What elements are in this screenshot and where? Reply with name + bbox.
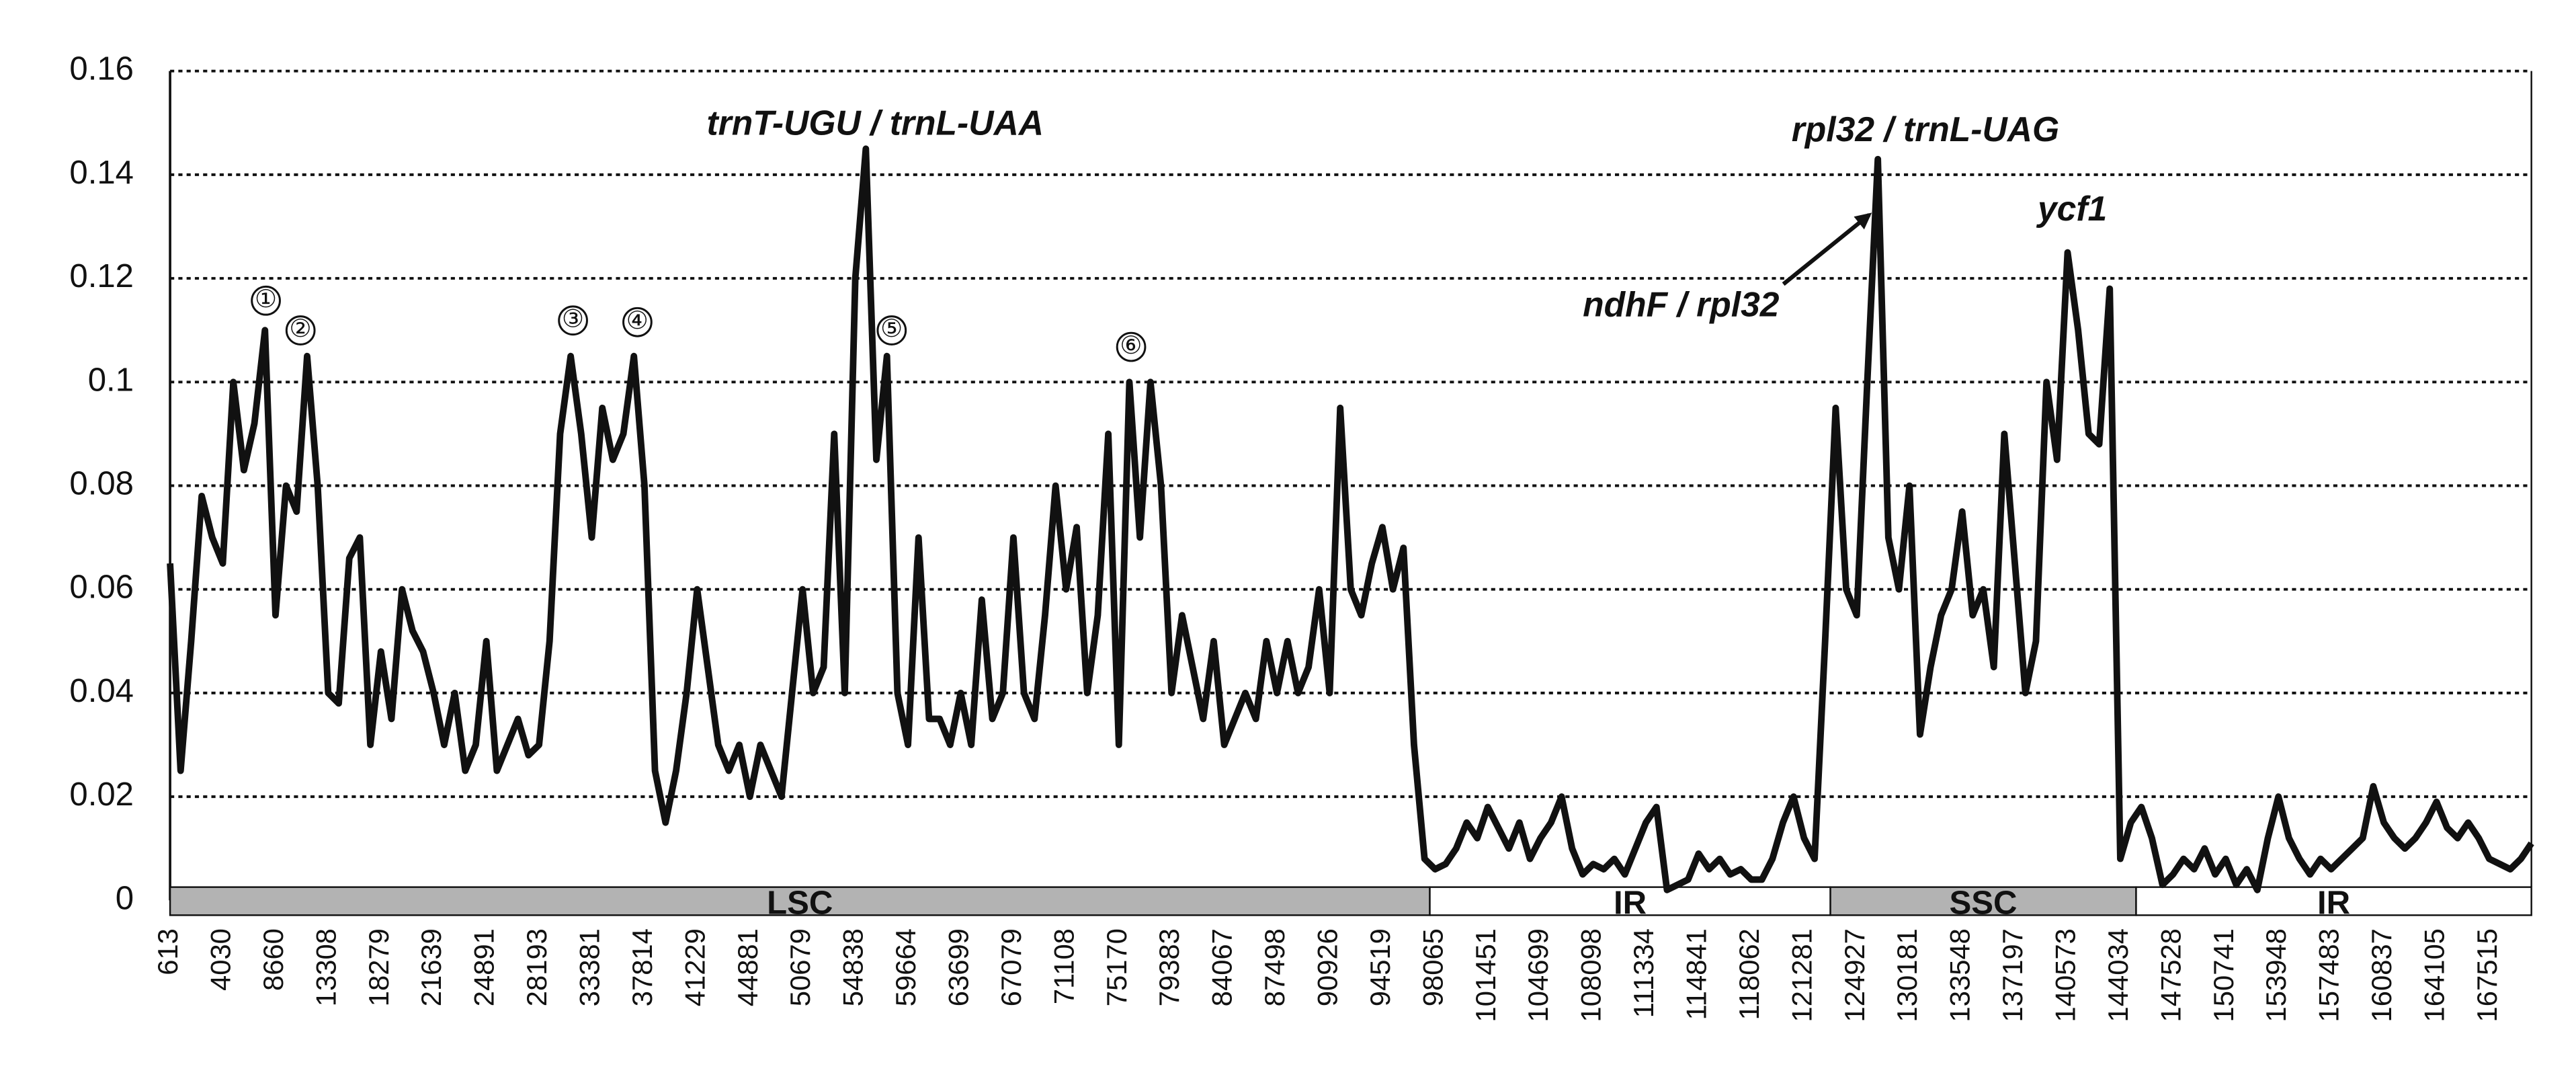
x-tick-label: 118062: [1733, 928, 1765, 1020]
annotation: ndhF / rpl32: [1583, 285, 1780, 324]
y-tick-label: 0.06: [69, 569, 134, 606]
x-tick-label: 157483: [2313, 928, 2345, 1022]
annotation: rpl32 / trnL-UAG: [1792, 110, 2059, 149]
x-tick-label: 133548: [1944, 928, 1976, 1022]
y-tick-label: 0.14: [69, 155, 134, 191]
x-tick-label: 144034: [2102, 928, 2134, 1022]
y-tick-label: 0.04: [69, 673, 134, 709]
x-tick-label: 90926: [1312, 928, 1343, 1006]
x-tick-label: 167515: [2471, 928, 2503, 1022]
annotation: ycf1: [2036, 189, 2107, 228]
annotation-circle: [251, 285, 281, 316]
x-tick-label: 8660: [257, 928, 289, 991]
x-tick-label: 150741: [2208, 928, 2239, 1022]
annotation: trnT-UGU / trnL-UAA: [706, 103, 1043, 142]
x-tick-label: 94519: [1364, 928, 1396, 1006]
x-tick-label: 147528: [2155, 928, 2186, 1022]
annotation-circle: [1116, 331, 1147, 362]
annotation: ②: [290, 315, 312, 342]
annotation-circle: [876, 315, 907, 346]
y-tick-label: 0.02: [69, 776, 134, 813]
x-tick-label: 67079: [995, 928, 1027, 1006]
annotation: ⑤: [880, 315, 903, 342]
x-tick-label: 71108: [1048, 928, 1079, 1004]
x-tick-label: 44881: [732, 928, 763, 1006]
x-tick-label: 4030: [205, 928, 237, 991]
y-tick-label: 0.08: [69, 465, 134, 501]
x-tick-label: 101451: [1470, 928, 1501, 1022]
x-tick-label: 153948: [2260, 928, 2292, 1022]
x-tick-label: 160837: [2366, 928, 2397, 1022]
x-tick-label: 24891: [468, 928, 500, 1006]
x-tick-label: 63699: [943, 928, 974, 1006]
x-tick-label: 124927: [1839, 928, 1870, 1022]
y-tick-label: 0.16: [69, 51, 134, 87]
x-tick-label: 121281: [1786, 928, 1817, 1022]
region-bar: [169, 886, 1431, 916]
region-bar: [1429, 886, 1831, 916]
y-tick-label: 0.1: [88, 362, 134, 398]
x-tick-label: 54838: [837, 928, 869, 1006]
region-bar: [1829, 886, 2137, 916]
x-tick-label: 114841: [1681, 928, 1712, 1020]
x-tick-label: 75170: [1101, 928, 1132, 1006]
y-tick-label: 0: [116, 880, 134, 916]
x-tick-label: 21639: [415, 928, 447, 1006]
x-tick-label: 41229: [679, 928, 710, 1006]
x-tick-label: 137197: [1997, 928, 2028, 1022]
x-tick-label: 164105: [2419, 928, 2450, 1022]
x-tick-label: 130181: [1891, 928, 1923, 1022]
x-tick-label: 79383: [1153, 928, 1185, 1006]
annotation-arrow: [1782, 212, 1872, 286]
x-tick-label: 33381: [574, 928, 606, 1006]
annotation-circle: [285, 315, 316, 346]
x-tick-label: 18279: [363, 928, 394, 1006]
region-bar: [2135, 886, 2532, 916]
y-tick-label: 0.12: [69, 258, 134, 294]
region-label: IR: [2317, 885, 2350, 922]
annotation: ③: [562, 305, 584, 332]
x-tick-label: 37814: [626, 928, 658, 1006]
x-tick-label: 613: [152, 928, 183, 975]
x-tick-label: 104699: [1522, 928, 1554, 1022]
x-tick-label: 50679: [784, 928, 816, 1006]
annotation-circle: [622, 307, 653, 337]
region-label: LSC: [767, 885, 833, 922]
region-label: SSC: [1950, 885, 2018, 922]
x-tick-label: 59664: [890, 928, 921, 1006]
annotation: ④: [626, 307, 649, 334]
x-tick-label: 140573: [2050, 928, 2081, 1022]
x-tick-label: 28193: [521, 928, 552, 1006]
x-tick-label: 84067: [1206, 928, 1238, 1006]
x-tick-label: 87498: [1259, 928, 1290, 1006]
x-tick-label: 108098: [1575, 928, 1607, 1022]
annotation: ⑥: [1120, 331, 1142, 359]
annotation: ①: [255, 285, 277, 313]
x-tick-label: 98065: [1417, 928, 1448, 1006]
x-tick-label: 13308: [310, 928, 341, 1006]
x-tick-label: 111334: [1628, 928, 1659, 1018]
annotation-circle: [558, 305, 588, 336]
region-label: IR: [1614, 885, 1647, 922]
data-line: [167, 145, 2534, 893]
